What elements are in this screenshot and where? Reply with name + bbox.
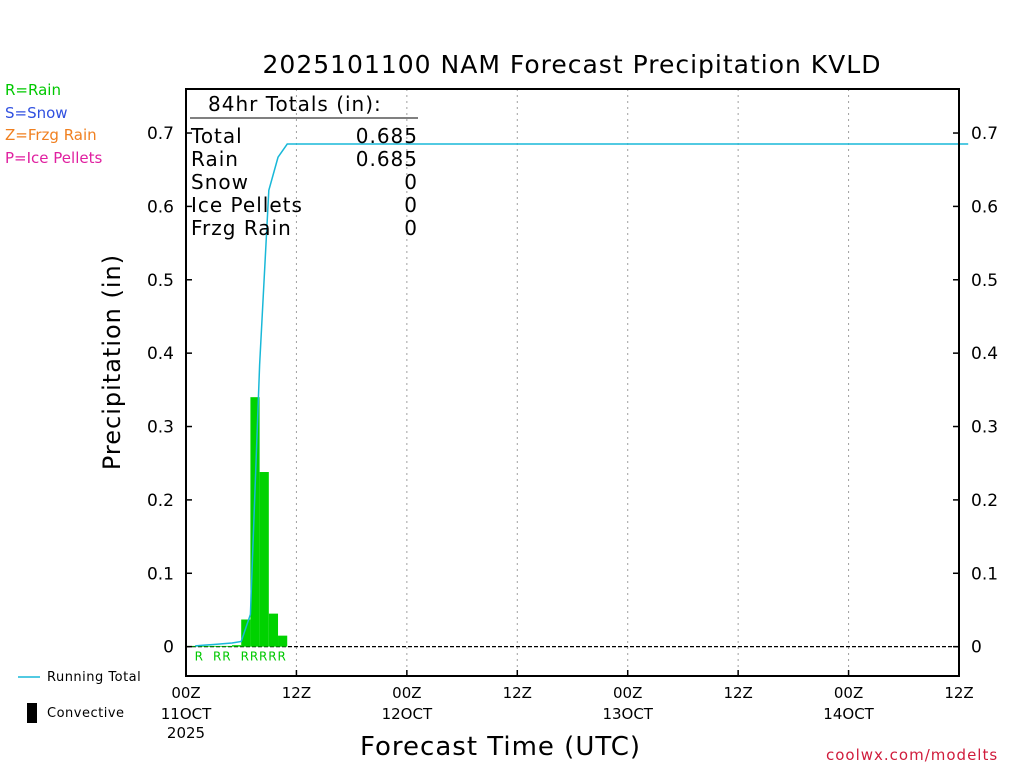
y-tick-label-left: 0	[163, 638, 174, 658]
rain-bar	[204, 645, 214, 647]
key-swatches	[18, 676, 40, 723]
convective-swatch	[27, 703, 37, 723]
y-tick-label-right: 0.5	[971, 271, 998, 291]
legend-frzg-rain: Z=Frzg Rain	[5, 126, 97, 144]
rain-bar	[241, 619, 251, 647]
running-total-line	[195, 143, 969, 647]
totals-row-value: 0	[404, 216, 418, 240]
rain-bar	[250, 397, 260, 647]
ptype-marker: R	[250, 650, 258, 664]
legend-snow: S=Snow	[5, 104, 68, 122]
x-tick-label: 12Z	[723, 684, 752, 702]
totals-row-value: 0	[404, 170, 418, 194]
totals-row-label: Frzg Rain	[191, 216, 292, 240]
totals-row-label: Ice Pellets	[191, 193, 303, 217]
ptype-marker: R	[277, 650, 285, 664]
y-tick-label-left: 0.5	[147, 271, 174, 291]
y-tick-label-right: 0.1	[971, 564, 998, 584]
ptype-marker: R	[268, 650, 276, 664]
totals-row-value: 0.685	[356, 147, 418, 171]
totals-row-label: Total	[190, 124, 243, 148]
y-tick-label-left: 0.7	[147, 124, 174, 144]
chart-title: 2025101100 NAM Forecast Precipitation KV…	[262, 50, 882, 79]
x-tick-date: 12OCT	[382, 705, 433, 723]
x-tick-label: 12Z	[944, 684, 973, 702]
rain-bar	[213, 645, 223, 647]
plot-frame	[185, 88, 960, 677]
x-tick-label: 00Z	[392, 684, 421, 702]
ptype-marker: R	[213, 650, 221, 664]
legend-ice-pellets: P=Ice Pellets	[5, 149, 103, 167]
x-tick-label: 00Z	[834, 684, 863, 702]
y-tick-label-right: 0	[971, 638, 982, 658]
x-tick-label: 12Z	[503, 684, 532, 702]
x-tick-date: 13OCT	[602, 705, 653, 723]
totals-row-value: 0.685	[356, 124, 418, 148]
x-tick-year: 2025	[167, 724, 205, 742]
totals-row-value: 0	[404, 193, 418, 217]
legend-rain: R=Rain	[5, 81, 61, 99]
ptype-marker: R	[222, 650, 230, 664]
ptype-marker: R	[259, 650, 267, 664]
x-tick-label: 00Z	[171, 684, 200, 702]
rain-bar	[232, 645, 242, 647]
y-tick-label-right: 0.2	[971, 491, 998, 511]
y-tick-label-right: 0.7	[971, 124, 998, 144]
y-tick-label-left: 0.4	[147, 344, 174, 364]
rain-bar	[222, 645, 233, 647]
rain-bar	[278, 635, 288, 647]
y-tick-label-right: 0.4	[971, 344, 998, 364]
y-tick-label-left: 0.3	[147, 418, 174, 438]
y-tick-label-left: 0.1	[147, 564, 174, 584]
y-tick-label-right: 0.6	[971, 197, 998, 217]
totals-row-label: Snow	[191, 170, 249, 194]
credit-link[interactable]: coolwx.com/modelts	[826, 746, 999, 764]
convective-key-label: Convective	[47, 706, 125, 721]
rain-bar	[259, 472, 269, 647]
x-tick-label: 12Z	[282, 684, 311, 702]
y-tick-label-left: 0.6	[147, 197, 174, 217]
totals-header: 84hr Totals (in):	[208, 92, 382, 116]
y-tick-label-left: 0.2	[147, 491, 174, 511]
running-total-key-label: Running Total	[47, 670, 142, 685]
totals-row-label: Rain	[191, 147, 239, 171]
rain-bar	[268, 613, 279, 647]
x-tick-label: 00Z	[613, 684, 642, 702]
ptype-marker: R	[195, 650, 203, 664]
x-tick-date: 11OCT	[161, 705, 212, 723]
y-tick-label-right: 0.3	[971, 418, 998, 438]
x-axis-label: Forecast Time (UTC)	[360, 732, 642, 762]
ptype-marker: R	[241, 650, 249, 664]
x-tick-date: 14OCT	[823, 705, 874, 723]
